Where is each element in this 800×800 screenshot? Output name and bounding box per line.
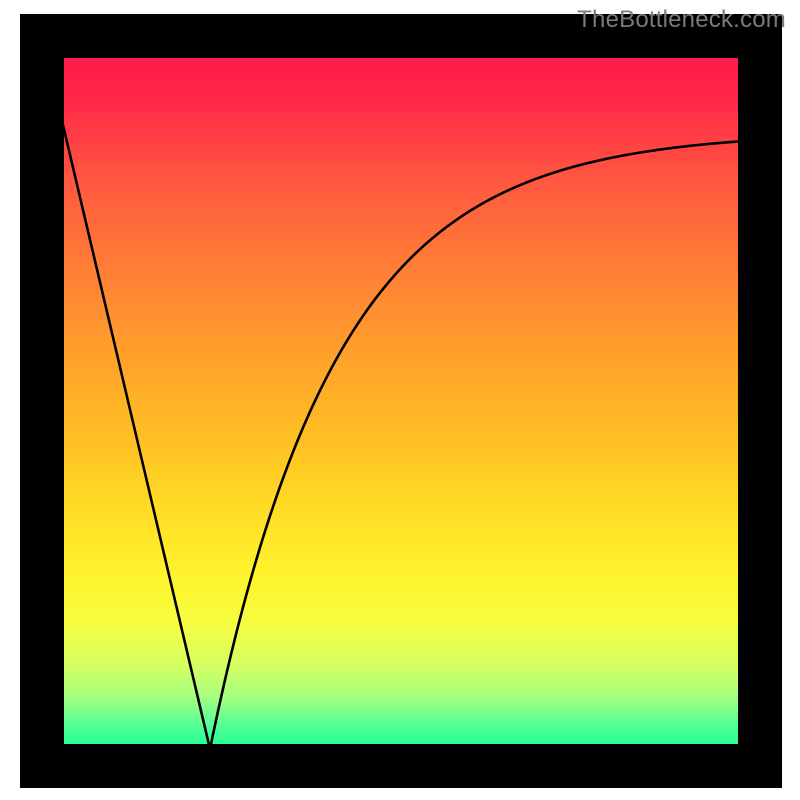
chart-svg [0,0,800,800]
chart-root: TheBottleneck.com [0,0,800,800]
plot-background [64,58,738,744]
